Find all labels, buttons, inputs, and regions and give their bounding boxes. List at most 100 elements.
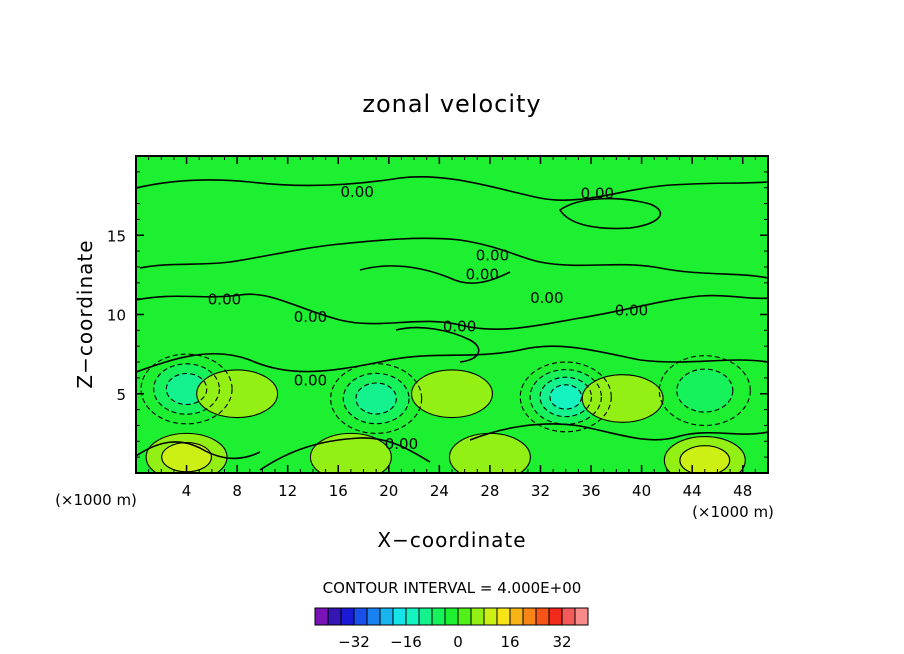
- x-tick-label: 36: [581, 482, 600, 500]
- zero-contour: [259, 437, 431, 471]
- zero-label-layer: 0.00 0.000.000.000.000.000.000.000.000.00…: [208, 183, 648, 453]
- colorbar-tick-label: 16: [500, 633, 519, 651]
- positive-contour: [145, 432, 228, 473]
- x-tick-label: 4: [182, 482, 192, 500]
- positive-contour: [663, 436, 746, 473]
- negative-contour: [330, 363, 423, 434]
- chart-title: zonal velocity: [362, 90, 541, 118]
- colorbar-tick-label: −16: [390, 633, 422, 651]
- zero-contour-label: 0.00: [530, 289, 563, 307]
- x-axis: 4 8 12 16 20 24 28 32 36 40 44 48: [148, 156, 756, 500]
- colorbar-tick-label: 0: [453, 633, 463, 651]
- negative-contour: [519, 361, 612, 433]
- zero-contour-label: 0.00: [208, 291, 241, 309]
- colorbar-swatch: [574, 607, 589, 626]
- colorbar-labels: −32 −16 0 16 32: [338, 633, 571, 651]
- y-tick-label: 5: [116, 386, 126, 404]
- positive-contour: [309, 432, 392, 473]
- colorbar-tick-label: −32: [338, 633, 370, 651]
- negative-contour: [529, 369, 602, 425]
- colorbar-swatch: [444, 607, 459, 626]
- positive-contour: [448, 432, 531, 473]
- plot-background: [136, 156, 768, 473]
- zero-contour-label: 0.00: [385, 435, 418, 453]
- x-tick-label: 48: [733, 482, 752, 500]
- field-level: [549, 384, 582, 410]
- positive-contour: [196, 369, 279, 419]
- colorbar-swatch: [392, 607, 407, 626]
- zero-contour-label: 0.00: [443, 318, 476, 336]
- colorbar-swatch: [535, 607, 550, 626]
- colorbar-swatch: [405, 607, 420, 626]
- field-level: [196, 369, 278, 418]
- zero-contour-label: 0.00: [615, 302, 648, 320]
- negative-contour: [153, 363, 220, 415]
- zero-contour: [136, 293, 768, 330]
- y-tick-label: 10: [107, 307, 126, 325]
- x-axis-label: X−coordinate: [377, 528, 526, 552]
- negative-contour: [549, 384, 583, 410]
- zero-contour: [359, 265, 511, 284]
- zero-contour-label: 0.00: [476, 246, 509, 264]
- x-tick-label: 40: [632, 482, 651, 500]
- negative-contour: [676, 368, 734, 413]
- colorbar-swatch: [379, 607, 394, 626]
- colorbar-swatch: [366, 607, 381, 626]
- zero-contour-label: 0.00: [294, 371, 327, 389]
- zero-contour: [139, 237, 768, 279]
- zero-contour: [136, 345, 768, 373]
- y-axis: 5 10 15: [107, 171, 768, 458]
- colorbar-tick-label: 32: [552, 633, 571, 651]
- zero-contour: [558, 197, 662, 230]
- plot-area: 0.00 0.000.000.000.000.000.000.000.000.00…: [136, 156, 768, 473]
- negative-contour: [539, 376, 593, 418]
- x-tick-label: 16: [329, 482, 348, 500]
- field-level: [310, 433, 392, 473]
- colorbar-swatch: [431, 607, 446, 626]
- contour-layer: [136, 176, 768, 471]
- positive-contour: [581, 374, 664, 423]
- zero-contour: [395, 326, 480, 363]
- contour-interval-text: CONTOUR INTERVAL = 4.000E+00: [323, 579, 582, 597]
- field-level: [676, 369, 733, 413]
- x-tick-label: 28: [480, 482, 499, 500]
- positive-contour: [679, 445, 731, 473]
- zero-contour-label: 0.00: [294, 308, 327, 326]
- colorbar-swatch: [548, 607, 563, 626]
- zero-contour: [136, 176, 768, 201]
- x-tick-label: 24: [430, 482, 449, 500]
- zero-contour-label: 0.00: [466, 265, 499, 283]
- negative-contour-layer: [140, 353, 751, 473]
- field-level: [411, 369, 493, 418]
- negative-contour: [165, 372, 208, 406]
- colorbar-swatch: [353, 607, 368, 626]
- colorbar-swatch: [327, 607, 342, 626]
- colorbar-swatch: [561, 607, 576, 626]
- y-axis-label: Z−coordinate: [73, 239, 97, 388]
- colorbar-swatch: [509, 607, 524, 626]
- colorbar-swatch: [496, 607, 511, 626]
- negative-contour: [355, 382, 397, 415]
- zero-contour-label: 0.00: [581, 184, 614, 202]
- field-level: [449, 433, 531, 473]
- colorbar-swatch: [522, 607, 537, 626]
- x-tick-label: 32: [531, 482, 550, 500]
- negative-contour: [140, 353, 233, 425]
- x-unit-right: (×1000 m): [692, 503, 774, 521]
- colorbar-swatch: [483, 607, 498, 626]
- y-tick-label: 15: [107, 227, 126, 245]
- field-level: [355, 383, 397, 415]
- x-tick-label: 12: [278, 482, 297, 500]
- field-layer: [141, 354, 751, 473]
- colorbar: [314, 607, 589, 626]
- x-tick-label: 8: [232, 482, 242, 500]
- positive-contour: [411, 369, 493, 419]
- colorbar-swatch: [418, 607, 433, 626]
- negative-contour: [658, 355, 751, 426]
- x-tick-label: 44: [683, 482, 702, 500]
- colorbar-swatch: [457, 607, 472, 626]
- zero-contour: [469, 423, 768, 441]
- field-level: [582, 374, 664, 423]
- x-unit-left: (×1000 m): [55, 491, 137, 509]
